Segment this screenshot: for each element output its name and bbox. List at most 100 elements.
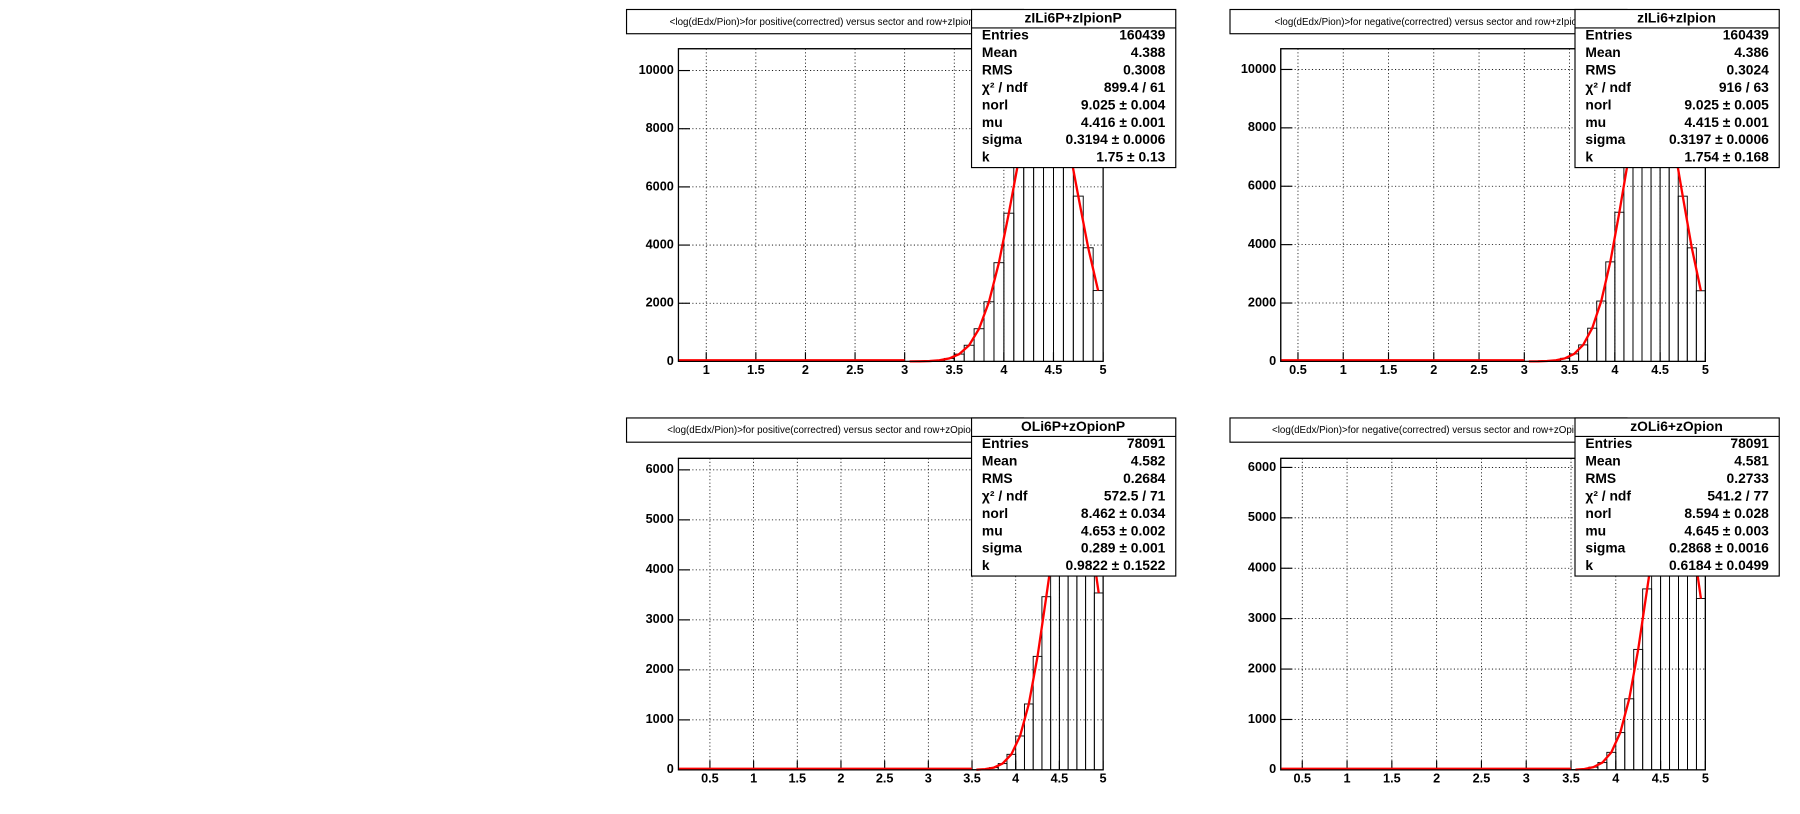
stats-value: 4.386 [1734, 44, 1769, 60]
frame-border [677, 457, 1104, 771]
x-tick-label: 5 [1100, 771, 1107, 785]
x-tick-label: 4 [1612, 771, 1619, 785]
stats-label: mu [1585, 522, 1606, 538]
y-tick-label: 10000 [639, 63, 674, 77]
stats-value: 4.388 [1131, 44, 1166, 60]
x-tick-label: 2.5 [1470, 363, 1488, 377]
stats-value: 0.3194 ± 0.0006 [1066, 131, 1166, 147]
stats-value: 0.9822 ± 0.1522 [1066, 557, 1166, 573]
stats-label: norl [1585, 96, 1611, 112]
x-tick-label: 2 [837, 771, 844, 785]
y-tick-label: 6000 [646, 179, 674, 193]
stats-value: 0.6184 ± 0.0499 [1669, 557, 1769, 573]
stats-value: 1.754 ± 0.168 [1684, 149, 1769, 165]
y-tick-label: 4000 [646, 237, 674, 251]
stats-value: 0.3008 [1123, 62, 1166, 78]
x-tick-label: 1.5 [747, 363, 765, 377]
stats-value: 9.025 ± 0.005 [1684, 96, 1769, 112]
stats-value: 78091 [1730, 435, 1769, 451]
x-tick-label: 2 [1433, 771, 1440, 785]
stats-label: norl [1585, 505, 1611, 521]
y-tick-label: 6000 [1248, 460, 1276, 474]
stats-label: RMS [982, 62, 1013, 78]
stats-name: zILi6+zIpion [1637, 9, 1716, 25]
stats-label: mu [982, 522, 1003, 538]
y-tick-label: 0 [1269, 762, 1276, 776]
x-tick-label: 5 [1702, 771, 1709, 785]
x-tick-label: 4 [1611, 363, 1618, 377]
stats-label: Entries [982, 435, 1029, 451]
x-tick-label: 1 [750, 771, 757, 785]
y-tick-label: 6000 [1248, 179, 1276, 193]
stats-value: 4.416 ± 0.001 [1081, 114, 1166, 130]
stats-box [1574, 8, 1780, 169]
stats-label: sigma [982, 131, 1022, 147]
title-box [1229, 8, 1628, 35]
stats-value: 0.2684 [1123, 470, 1166, 486]
y-tick-label: 2000 [646, 662, 674, 676]
stats-name: zILi6P+zIpionP [1024, 9, 1121, 25]
x-tick-label: 4 [1012, 771, 1019, 785]
y-tick-label: 1000 [646, 712, 674, 726]
x-tick-label: 1 [703, 363, 710, 377]
stats-value: 4.415 ± 0.001 [1684, 114, 1769, 130]
stats-value: 4.582 [1131, 453, 1166, 469]
stats-label: Mean [982, 44, 1017, 60]
x-tick-label: 5 [1100, 363, 1107, 377]
stats-label: χ² / ndf [982, 79, 1028, 95]
stats-label: Mean [1585, 44, 1620, 60]
y-tick-label: 1000 [1248, 712, 1276, 726]
x-tick-label: 2 [802, 363, 809, 377]
y-tick-label: 3000 [646, 612, 674, 626]
stats-value: 8.462 ± 0.034 [1081, 505, 1166, 521]
x-tick-label: 5 [1702, 363, 1709, 377]
stats-value: 4.653 ± 0.002 [1081, 522, 1166, 538]
stats-value: 78091 [1127, 435, 1166, 451]
x-tick-label: 0.5 [1293, 771, 1311, 785]
chart-title: <log(dEdx/Pion)>for negative(correctred)… [1272, 425, 1585, 436]
stats-name: zOLi6+zOpion [1630, 418, 1723, 434]
frame-border [1280, 457, 1706, 771]
x-tick-label: 4.5 [1651, 363, 1669, 377]
x-tick-label: 0.5 [701, 771, 719, 785]
y-tick-label: 0 [667, 762, 674, 776]
y-tick-label: 3000 [1248, 611, 1276, 625]
x-tick-label: 3.5 [945, 363, 963, 377]
stats-value: 1.75 ± 0.13 [1096, 149, 1165, 165]
x-tick-label: 1.5 [788, 771, 806, 785]
x-tick-label: 1 [1344, 771, 1351, 785]
chart-title: <log(dEdx/Pion)>for negative(correctred)… [1274, 17, 1582, 28]
stats-label: Entries [1585, 27, 1632, 43]
x-tick-label: 3 [901, 363, 908, 377]
stats-value: 0.289 ± 0.001 [1081, 540, 1166, 556]
chart-title: <log(dEdx/Pion)>for positive(correctred)… [670, 17, 981, 28]
y-tick-label: 2000 [646, 296, 674, 310]
x-tick-label: 4 [1000, 363, 1007, 377]
y-tick-label: 8000 [1248, 120, 1276, 134]
y-tick-label: 6000 [646, 462, 674, 476]
title-box [625, 417, 1025, 443]
x-tick-label: 2.5 [846, 363, 864, 377]
y-tick-label: 2000 [1248, 295, 1276, 309]
stats-label: sigma [1585, 131, 1625, 147]
stats-label: χ² / ndf [1585, 487, 1631, 503]
y-tick-label: 8000 [646, 121, 674, 135]
stats-value: 8.594 ± 0.028 [1684, 505, 1769, 521]
chart-title: <log(dEdx/Pion)>for positive(correctred)… [667, 425, 983, 436]
y-tick-label: 0 [667, 354, 674, 368]
stats-label: Entries [1585, 435, 1632, 451]
stats-value: 916 / 63 [1719, 79, 1769, 95]
stats-label: k [1585, 149, 1593, 165]
stats-box [970, 417, 1177, 577]
frame-border [677, 48, 1104, 362]
stats-label: Mean [982, 453, 1017, 469]
y-tick-label: 5000 [1248, 510, 1276, 524]
stats-value: 160439 [1119, 27, 1165, 43]
stats-value: 0.2733 [1727, 470, 1770, 486]
stats-label: Mean [1585, 453, 1620, 469]
stats-label: RMS [982, 470, 1013, 486]
x-tick-label: 3 [1523, 771, 1530, 785]
x-tick-label: 3.5 [1561, 363, 1579, 377]
